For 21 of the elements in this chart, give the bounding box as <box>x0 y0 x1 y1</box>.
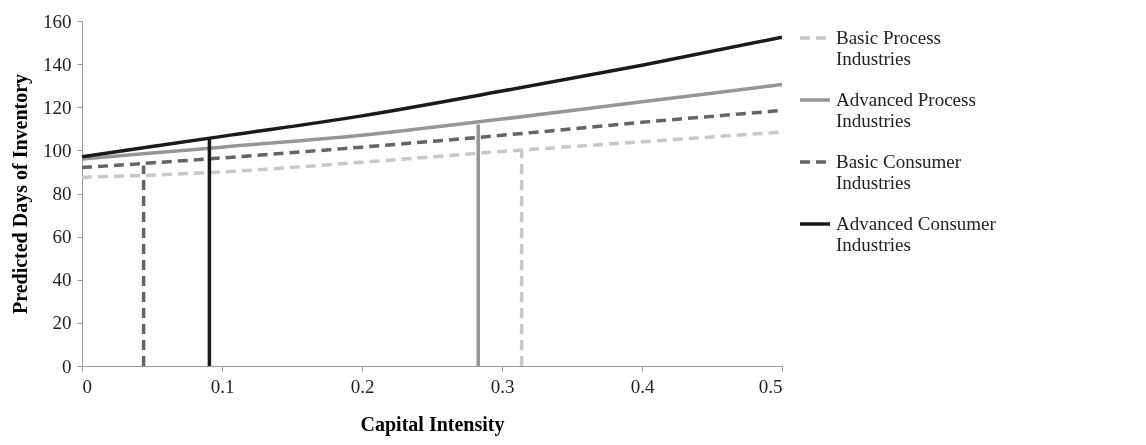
x-tick-label: 0 <box>82 375 92 397</box>
y-tick-label: 160 <box>43 10 72 32</box>
x-tick-label: 0.4 <box>630 375 655 397</box>
y-tick-label: 20 <box>52 312 72 334</box>
y-tick-label: 120 <box>43 96 72 118</box>
y-tick-label: 0 <box>62 355 72 377</box>
x-tick-label: 0.2 <box>350 375 375 397</box>
x-tick-label: 0.5 <box>758 375 783 397</box>
legend-label: Basic Process Industries <box>836 27 942 69</box>
y-tick-label: 80 <box>52 183 72 204</box>
x-tick-label: 0.3 <box>490 375 515 397</box>
y-tick-label: 40 <box>52 269 72 291</box>
y-tick-label: 60 <box>52 226 72 248</box>
legend-label: Basic Consumer Industries <box>836 151 962 193</box>
y-axis-title: Predicted Days of Inventory <box>9 73 32 315</box>
x-axis-title: Capital Intensity <box>360 412 505 436</box>
y-tick-label: 140 <box>43 53 72 75</box>
legend-label: Advanced Consumer Industries <box>836 213 997 255</box>
x-tick-label: 0.1 <box>210 375 235 397</box>
legend-label: Advanced Process Industries <box>836 89 976 131</box>
y-tick-label: 100 <box>43 139 72 161</box>
